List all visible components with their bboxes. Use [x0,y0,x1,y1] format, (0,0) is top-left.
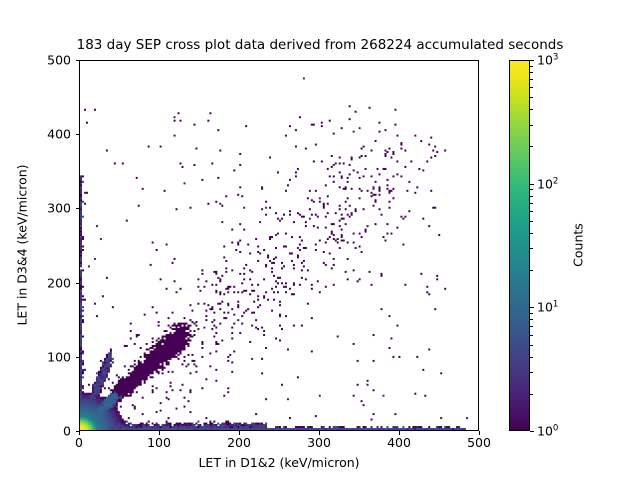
colorbar-minor-tick [530,393,533,395]
colorbar-minor-tick [530,334,533,336]
y-axis-label: LET in D3&4 (keV/micron) [14,164,30,326]
y-tick-label: 100 [47,349,71,365]
x-tick-mark [319,431,320,435]
colorbar-minor-tick [530,211,533,213]
colorbar-minor-tick [530,65,533,67]
colorbar-tick-label: 102 [537,176,559,192]
y-tick-label: 400 [47,126,71,142]
colorbar-minor-tick [530,248,533,250]
colorbar-minor-tick [530,87,533,89]
colorbar-major-tick [530,431,534,432]
colorbar-minor-tick [530,195,533,197]
colorbar-minor-tick [530,220,533,222]
y-tick-label: 300 [47,200,71,216]
y-tick-label: 200 [47,275,71,291]
x-tick-mark [399,431,400,435]
x-axis-label: LET in D1&2 (keV/micron) [198,455,360,470]
colorbar-minor-tick [530,202,533,204]
colorbar-gradient [510,61,529,430]
y-tick-mark [75,431,79,432]
colorbar-minor-tick [530,189,533,191]
colorbar-minor-tick [530,319,533,321]
x-tick-mark [479,431,480,435]
colorbar-major-tick [530,183,534,185]
colorbar[interactable] [509,60,530,431]
colorbar-major-tick [530,307,534,309]
colorbar-minor-tick [530,124,533,126]
colorbar-minor-tick [530,371,533,373]
colorbar-minor-tick [530,146,533,148]
y-tick-mark [75,282,79,284]
colorbar-minor-tick [530,270,533,272]
colorbar-tick-label: 101 [537,299,559,315]
x-tick-mark [79,431,80,435]
x-tick-mark [239,431,240,435]
x-tick-label: 0 [75,435,83,450]
colorbar-minor-tick [530,79,533,81]
x-tick-mark [159,431,160,435]
scatter-density-canvas [80,61,478,430]
y-tick-mark [75,356,79,358]
colorbar-minor-tick [530,356,533,358]
colorbar-minor-tick [530,71,533,73]
plot-area[interactable] [79,60,479,431]
x-tick-label: 300 [307,435,331,450]
x-tick-label: 100 [147,435,171,450]
colorbar-minor-tick [530,326,533,328]
colorbar-minor-tick [530,344,533,346]
x-tick-label: 500 [467,435,491,450]
colorbar-minor-tick [530,109,533,111]
x-tick-label: 400 [387,435,411,450]
y-tick-mark [75,134,79,136]
colorbar-minor-tick [530,232,533,234]
colorbar-minor-tick [530,312,533,314]
plot-title-line-1: 183 day SEP cross plot data derived from… [76,37,564,53]
colorbar-label: Counts [570,223,586,267]
y-tick-label: 500 [47,52,71,68]
y-tick-mark [75,208,79,210]
colorbar-tick-label: 103 [537,52,559,68]
colorbar-minor-tick [530,97,533,99]
colorbar-major-tick [530,60,534,61]
x-tick-label: 200 [227,435,251,450]
colorbar-tick-label: 100 [537,423,559,439]
y-tick-label: 0 [63,423,71,439]
y-tick-mark [75,60,79,61]
